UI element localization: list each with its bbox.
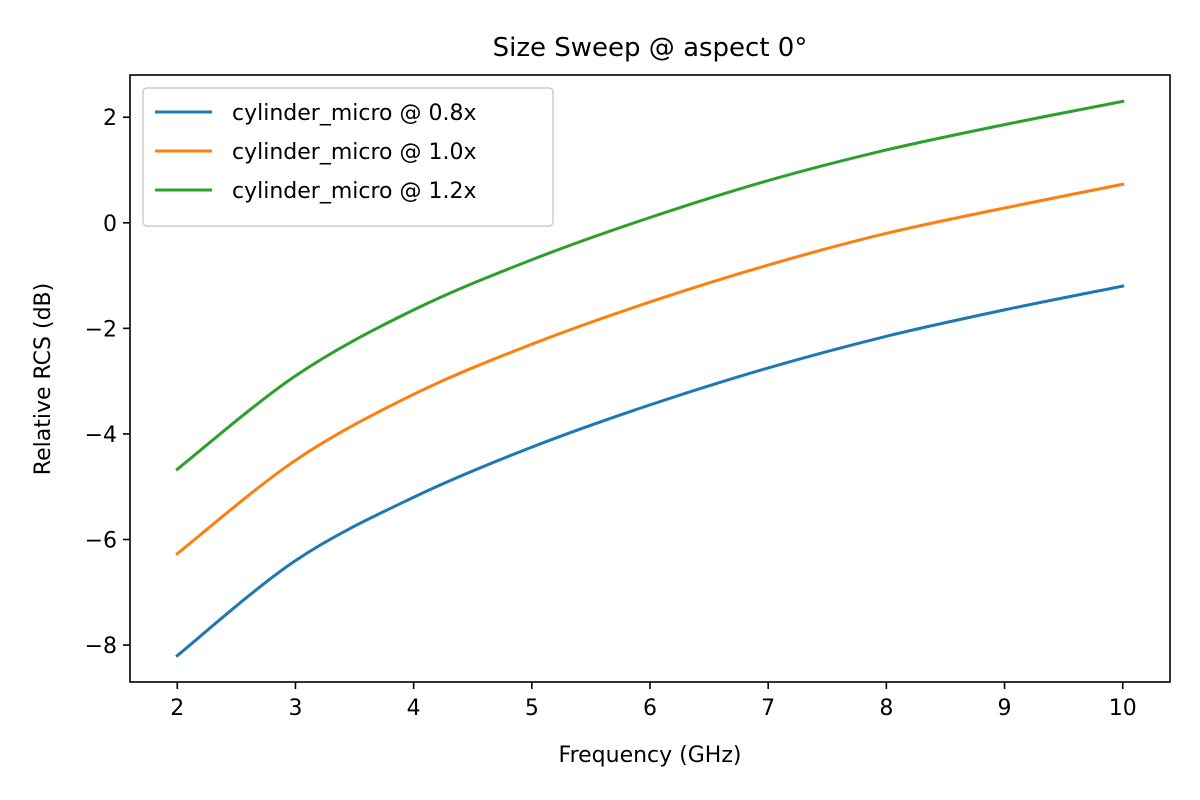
legend-items: cylinder_micro @ 0.8x cylinder_micro @ 1.…	[155, 101, 476, 204]
legend-label: cylinder_micro @ 0.8x	[232, 101, 476, 126]
y-tick-label: −8	[85, 634, 117, 659]
y-axis: −8 −6 −4 −2 0 2	[85, 106, 130, 659]
x-tick-label: 5	[525, 696, 539, 721]
x-tick-label: 3	[288, 696, 302, 721]
legend-label: cylinder_micro @ 1.2x	[232, 179, 476, 204]
y-tick-label: 2	[103, 106, 117, 131]
chart-title: Size Sweep @ aspect 0°	[493, 33, 808, 63]
series-line-2	[175, 182, 1125, 556]
x-tick-label: 7	[761, 696, 775, 721]
series-line-3	[175, 99, 1125, 472]
legend-box	[142, 87, 554, 227]
series-layer	[175, 99, 1125, 658]
x-tick-label: 10	[1109, 696, 1137, 721]
x-axis: 2 3 4 5 6 7 8 9 10	[170, 682, 1137, 721]
y-axis-label: Relative RCS (dB)	[31, 283, 56, 475]
y-tick-label: −2	[85, 317, 117, 342]
x-tick-label: 8	[879, 696, 893, 721]
y-tick-label: 0	[103, 212, 117, 237]
x-tick-label: 2	[170, 696, 184, 721]
legend: cylinder_micro @ 0.8x cylinder_micro @ 1.…	[142, 87, 554, 227]
x-tick-label: 4	[407, 696, 421, 721]
y-tick-label: −6	[85, 528, 117, 553]
y-tick-label: −4	[85, 423, 117, 448]
x-axis-label: Frequency (GHz)	[559, 743, 742, 768]
legend-label: cylinder_micro @ 1.0x	[232, 140, 476, 165]
x-tick-label: 9	[998, 696, 1012, 721]
series-line-1	[175, 284, 1125, 658]
x-tick-label: 6	[643, 696, 657, 721]
